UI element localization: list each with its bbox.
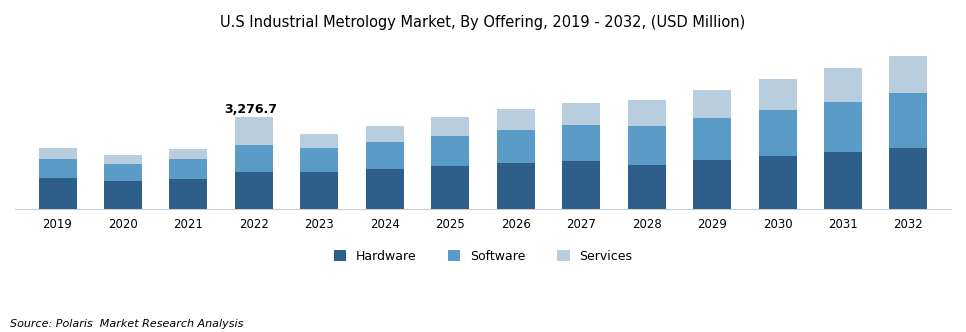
Bar <box>104 155 142 164</box>
Bar <box>890 148 927 208</box>
Text: 3,276.7: 3,276.7 <box>224 103 277 116</box>
Bar <box>104 164 142 181</box>
Bar <box>694 90 731 118</box>
Bar <box>758 79 797 110</box>
Bar <box>169 179 208 208</box>
Bar <box>300 134 338 148</box>
Bar <box>562 125 600 161</box>
Bar <box>824 102 862 152</box>
Bar <box>39 159 76 178</box>
Bar <box>824 152 862 208</box>
Bar <box>39 178 76 208</box>
Bar <box>628 125 666 165</box>
Bar <box>824 68 862 102</box>
Legend: Hardware, Software, Services: Hardware, Software, Services <box>328 245 638 268</box>
Bar <box>562 103 600 125</box>
Bar <box>39 148 76 159</box>
Bar <box>235 145 272 172</box>
Bar <box>235 172 272 208</box>
Bar <box>562 161 600 208</box>
Bar <box>366 142 404 169</box>
Text: Source: Polaris  Market Research Analysis: Source: Polaris Market Research Analysis <box>10 319 243 329</box>
Bar <box>758 110 797 156</box>
Bar <box>169 149 208 159</box>
Bar <box>497 163 535 208</box>
Bar <box>300 173 338 208</box>
Bar <box>497 130 535 163</box>
Bar <box>497 109 535 130</box>
Bar <box>890 56 927 93</box>
Bar <box>628 165 666 208</box>
Bar <box>694 160 731 208</box>
Bar <box>169 159 208 179</box>
Bar <box>235 117 272 145</box>
Bar <box>628 100 666 125</box>
Bar <box>431 135 469 166</box>
Title: U.S Industrial Metrology Market, By Offering, 2019 - 2032, (USD Million): U.S Industrial Metrology Market, By Offe… <box>220 15 746 30</box>
Bar <box>431 118 469 135</box>
Bar <box>300 148 338 173</box>
Bar <box>366 125 404 142</box>
Bar <box>366 169 404 208</box>
Bar <box>758 156 797 208</box>
Bar <box>104 181 142 208</box>
Bar <box>694 118 731 160</box>
Bar <box>431 166 469 208</box>
Bar <box>890 93 927 148</box>
